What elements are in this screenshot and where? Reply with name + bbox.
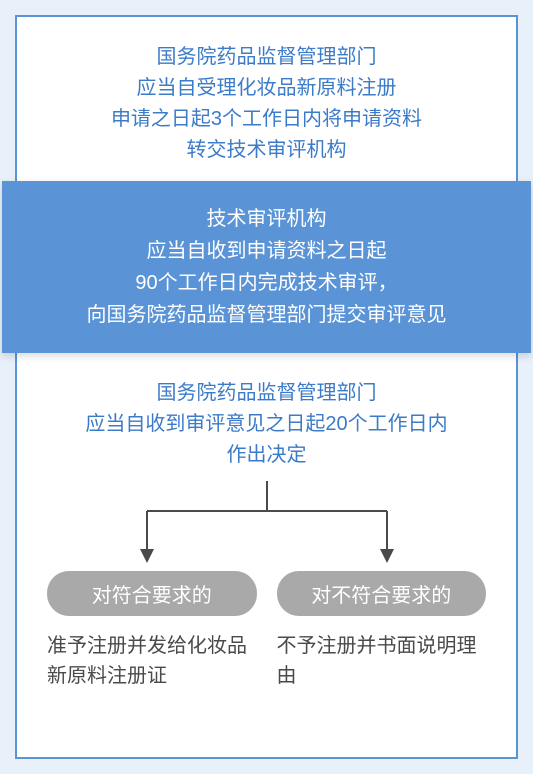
step3-line2: 应当自收到审评意见之日起20个工作日内: [85, 413, 447, 435]
step1-line2: 应当自受理化妆品新原料注册: [137, 77, 397, 99]
branch-left-text: 准予注册并发给化妆品新原料注册证: [47, 631, 257, 691]
step-1: 国务院药品监督管理部门 应当自受理化妆品新原料注册 申请之日起3个工作日内将申请…: [37, 42, 496, 166]
pill-right: 对不符合要求的: [277, 571, 487, 616]
step1-line1: 国务院药品监督管理部门: [157, 46, 377, 68]
step-2-filled-box: 技术审评机构 应当自收到申请资料之日起 90个工作日内完成技术审评， 向国务院药…: [2, 181, 531, 353]
step-3: 国务院药品监督管理部门 应当自收到审评意见之日起20个工作日内 作出决定: [37, 378, 496, 471]
branches-row: 对符合要求的 准予注册并发给化妆品新原料注册证 对不符合要求的 不予注册并书面说…: [37, 571, 496, 691]
branch-left: 对符合要求的 准予注册并发给化妆品新原料注册证: [47, 571, 257, 691]
branch-connector: [37, 481, 496, 571]
pill-left: 对符合要求的: [47, 571, 257, 616]
step2-line1: 技术审评机构: [207, 208, 327, 230]
step1-line4: 转交技术审评机构: [187, 139, 347, 161]
step2-line3: 90个工作日内完成技术审评，: [135, 272, 397, 294]
flowchart-container: 国务院药品监督管理部门 应当自受理化妆品新原料注册 申请之日起3个工作日内将申请…: [15, 15, 518, 759]
step1-line3: 申请之日起3个工作日内将申请资料: [111, 108, 422, 130]
step3-line1: 国务院药品监督管理部门: [157, 382, 377, 404]
step3-line3: 作出决定: [227, 444, 307, 466]
branch-right-text: 不予注册并书面说明理由: [277, 631, 487, 691]
step2-line4: 向国务院药品监督管理部门提交审评意见: [87, 304, 447, 326]
branch-right: 对不符合要求的 不予注册并书面说明理由: [277, 571, 487, 691]
step2-line2: 应当自收到申请资料之日起: [147, 240, 387, 262]
